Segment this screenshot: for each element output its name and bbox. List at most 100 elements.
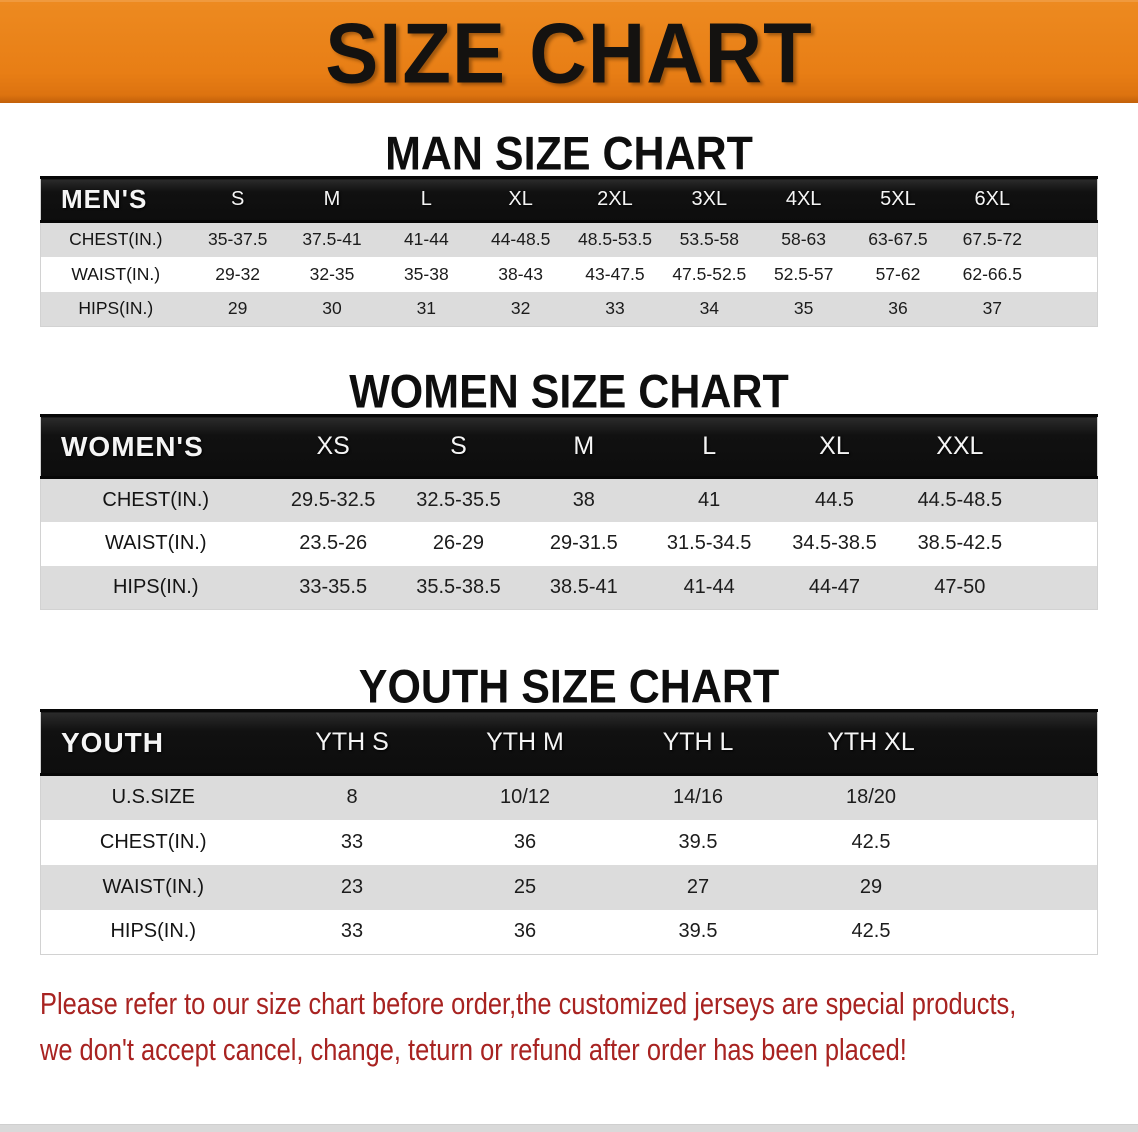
size-column-header: L [646,414,772,479]
size-column-header: YTH S [265,709,439,776]
row-label: HIPS(IN.) [112,575,199,598]
size-value-cell: 31 [416,298,437,319]
youth-section-title: YOUTH SIZE CHART [358,660,780,714]
banner: SIZE CHART [0,0,1138,103]
size-value-cell: 63-67.5 [868,229,928,250]
size-value-cell: 35-37.5 [207,229,268,250]
size-header-row: WOMEN'S XS S M L XL XXL [40,414,1098,479]
row-label: WAIST(IN.) [71,263,161,284]
size-column-header: M [521,414,647,479]
size-column-header: 4XL [756,176,851,223]
size-value-cell: 29 [859,875,883,898]
youth-table-body: U.S.SIZE 8 10/12 14/16 18/20 CHEST(IN.) 33 36 39… [40,774,1098,955]
size-header-row: MEN'S S M L XL 2XL 3XL 4XL 5XL 6XL [40,176,1098,223]
table-row: CHEST(IN.) 29.5-32.5 32.5-35.5 38 41 44.5 44.5… [40,477,1098,522]
size-column-header: YTH M [438,709,612,776]
size-value-cell: 42.5 [851,830,891,853]
spacer-cell [957,709,1098,776]
size-value-cell: 41-44 [403,229,449,250]
size-value-cell: 58-63 [781,229,827,250]
disclaimer-line-2: we don't accept cancel, change, teturn o… [40,1032,907,1067]
size-value-cell: 26-29 [432,532,485,554]
size-value-cell: 43-47.5 [585,263,645,284]
size-column-header: 5XL [850,176,946,223]
table-row: CHEST(IN.) 35-37.5 37.5-41 41-44 44-48.5 48.5… [40,221,1098,257]
size-value-cell: 33 [605,298,625,319]
size-value-cell: 38-43 [498,263,544,284]
table-row: HIPS(IN.) 33-35.5 35.5-38.5 38.5-41 41-44 44-… [40,565,1098,610]
size-value-cell: 37.5-41 [302,229,362,250]
size-value-cell: 39.5 [678,830,718,853]
size-value-cell: 29.5-32.5 [290,488,376,511]
size-header-row: YOUTH YTH S YTH M YTH L YTH XL [40,709,1098,776]
size-value-cell: 47-50 [934,575,986,598]
spacer-cell [1039,176,1098,223]
size-value-cell: 32.5-35.5 [416,488,501,511]
size-value-cell: 44-47 [808,575,861,598]
row-label: HIPS(IN.) [78,298,154,319]
table-corner-label: WOMEN'S [40,414,271,479]
row-label: HIPS(IN.) [110,920,197,943]
size-column-header: S [395,414,522,479]
table-corner-label: MEN'S [40,176,191,223]
size-value-cell: 37 [982,298,1003,319]
size-value-cell: 23.5-26 [299,532,368,554]
spacer-cell [1023,522,1098,566]
size-value-cell: 34.5-38.5 [792,532,877,554]
table-row: CHEST(IN.) 33 36 39.5 42.5 [40,819,1098,865]
table-row: U.S.SIZE 8 10/12 14/16 18/20 [40,774,1098,820]
size-value-cell: 18/20 [845,786,897,809]
size-value-cell: 44.5-48.5 [917,488,1003,511]
women-table-header: WOMEN'S XS S M L XL XXL [40,414,1098,479]
disclaimer: Please refer to our size chart before or… [40,981,1138,1073]
size-value-cell: 44.5 [815,488,854,511]
size-column-header: S [190,176,285,223]
youth-size-table: YOUTH YTH S YTH M YTH L YTH XL U.S.SIZE 8 10/1… [40,709,1098,955]
size-column-header: 6XL [945,176,1040,223]
size-value-cell: 35-38 [403,263,449,284]
size-value-cell: 27 [686,875,710,898]
spacer-cell [1040,257,1098,292]
size-value-cell: 35 [793,298,814,319]
row-label: CHEST(IN.) [102,488,210,511]
size-value-cell: 38.5-42.5 [917,532,1003,554]
size-column-header: XL [473,176,568,223]
size-column-header: M [284,176,380,223]
size-value-cell: 14/16 [672,786,724,809]
size-value-cell: 41 [698,488,721,511]
spacer-cell [1023,478,1098,522]
size-value-cell: 36 [888,298,908,319]
spacer-cell [1040,222,1098,257]
size-column-header: L [379,176,474,223]
spacer-cell [958,775,1098,820]
size-value-cell: 39.5 [678,920,718,943]
size-value-cell: 29-32 [215,263,261,284]
size-value-cell: 47.5-52.5 [672,263,747,284]
women-table-body: CHEST(IN.) 29.5-32.5 32.5-35.5 38 41 44.5 44.5… [40,477,1098,610]
row-label: WAIST(IN.) [102,875,204,898]
table-row: HIPS(IN.) 29 30 31 32 33 34 35 36 37 [40,291,1098,327]
spacer-cell [1022,414,1098,479]
size-value-cell: 36 [513,830,537,853]
size-value-cell: 31.5-34.5 [666,532,752,554]
size-value-cell: 35.5-38.5 [416,575,501,598]
size-value-cell: 30 [322,298,342,319]
spacer-cell [958,820,1098,865]
women-section-title: WOMEN SIZE CHART [349,365,789,419]
size-value-cell: 41-44 [683,575,735,598]
spacer-cell [1040,292,1098,327]
table-row: WAIST(IN.) 29-32 32-35 35-38 38-43 43-47.5 47.… [40,256,1098,292]
size-column-header: XXL [897,414,1023,479]
table-corner-label: YOUTH [40,709,266,776]
spacer-cell [958,910,1098,955]
bottom-strip [0,1124,1138,1132]
row-label: WAIST(IN.) [105,532,207,554]
size-value-cell: 62-66.5 [962,263,1022,284]
size-value-cell: 32 [510,298,531,319]
youth-table-header: YOUTH YTH S YTH M YTH L YTH XL [40,709,1098,776]
size-value-cell: 48.5-53.5 [578,229,652,250]
men-table-header: MEN'S S M L XL 2XL 3XL 4XL 5XL 6XL [40,176,1098,223]
size-value-cell: 42.5 [851,920,891,943]
row-label: U.S.SIZE [111,786,195,809]
size-value-cell: 29 [227,298,248,319]
